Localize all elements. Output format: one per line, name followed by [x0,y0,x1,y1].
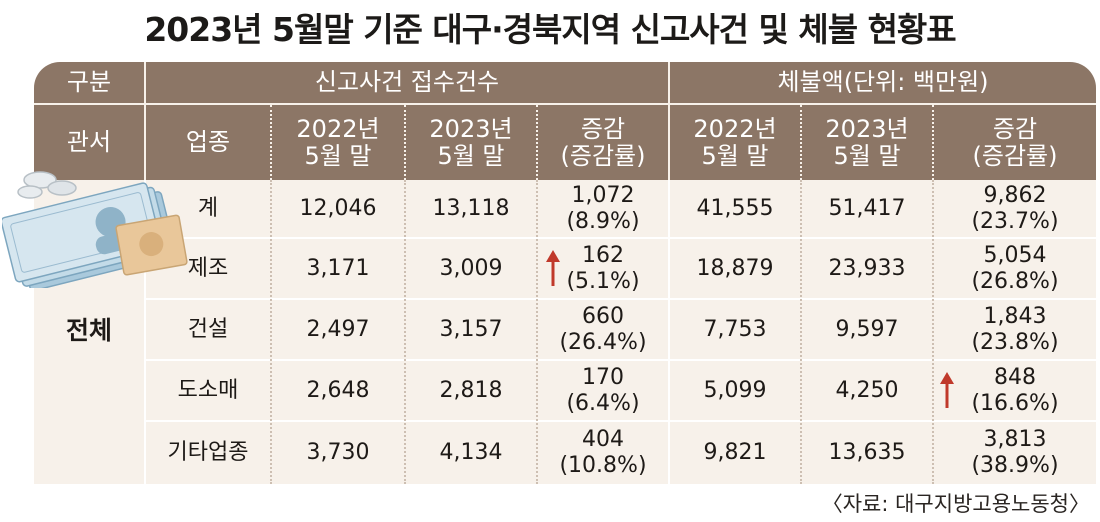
source-note: 〈자료: 대구지방고용노동청〉 [821,492,1090,516]
row-construction-industry: 건설 [187,316,229,342]
page-title: 2023년 5월말 기준 대구·경북지역 신고사건 및 체불 현황표 [144,10,956,49]
header-divider-dotted [800,105,802,180]
header-divider-dotted [404,105,406,180]
header-divider-v [144,62,146,180]
header-group-label: 구분 [66,68,112,96]
status-table: 구분 신고사건 접수건수 체불액(단위: 백만원) 관서 업종 2022년 5월… [34,62,1096,484]
row-total-cases-2022: 12,046 [299,195,377,221]
row-retail-amount-2022: 5,099 [703,377,767,403]
row-manufacturing-amount-2022: 18,879 [696,255,774,281]
header-amount-group: 체불액(단위: 백만원) [777,68,989,96]
row-other-cases-2022: 3,730 [306,440,370,465]
row-construction-cases-2023: 3,157 [439,316,503,342]
header-cases-group: 신고사건 접수건수 [314,68,500,96]
header-divider-dotted [270,105,272,180]
row-divider [144,359,1096,361]
header-cases-change: 증감 (증감률) [560,114,646,170]
row-other-amount-2022: 9,821 [703,440,767,465]
money-illustration [2,171,188,288]
header-cases-2022: 2022년 5월 말 [296,114,380,170]
row-manufacturing-amount-change: 5,054 (26.8%) [971,242,1059,294]
row-other-amount-2023: 13,635 [828,440,906,465]
row-manufacturing-cases-2023: 3,009 [439,255,503,281]
row-retail-cases-change: 170 (6.4%) [566,364,640,416]
arrow-up-icon [940,372,954,408]
header-amount-change: 증감 (증감률) [972,114,1058,170]
table-header [34,62,1096,180]
row-other-amount-change: 3,813 (38.9%) [971,427,1059,478]
header-office-label: 관서 [66,128,112,156]
row-retail-amount-2023: 4,250 [835,377,899,403]
column-divider [404,180,406,484]
row-retail-industry: 도소매 [177,377,239,403]
header-divider-v [668,62,670,180]
row-divider [144,298,1096,300]
column-divider [536,180,538,484]
header-amount-2022: 2022년 5월 말 [693,114,777,170]
row-manufacturing-amount-2023: 23,933 [828,255,906,281]
header-cases-2023: 2023년 5월 말 [429,114,513,170]
header-industry-label: 업종 [185,128,231,156]
row-construction-cases-change: 660 (26.4%) [559,303,647,355]
column-divider [800,180,802,484]
row-other-cases-2023: 4,134 [439,440,503,465]
row-retail-cases-2023: 2,818 [439,377,503,403]
row-manufacturing-cases-change: 162 (5.1%) [566,242,640,294]
arrow-up-icon [546,250,560,286]
header-divider-dotted [932,105,934,180]
region-label: 전체 [65,315,112,345]
column-divider [144,180,146,484]
row-other-cases-change: 404 (10.8%) [559,427,647,478]
row-construction-cases-2022: 2,497 [306,316,370,342]
row-construction-amount-2023: 9,597 [835,316,899,342]
column-divider [932,180,934,484]
column-divider [668,180,670,484]
row-total-amount-2023: 51,417 [828,195,906,221]
row-construction-amount-2022: 7,753 [703,316,767,342]
header-amount-2023: 2023년 5월 말 [825,114,909,170]
row-manufacturing-industry: 제조 [187,255,229,281]
row-total-cases-change: 1,072 (8.9%) [566,182,640,234]
row-other-industry: 기타업종 [167,440,249,465]
header-divider-dotted [536,105,538,180]
column-divider [270,180,272,484]
row-total-cases-2023: 13,118 [432,195,510,221]
row-retail-cases-2022: 2,648 [306,377,370,403]
header-divider [34,103,1096,105]
row-manufacturing-cases-2022: 3,171 [306,255,370,281]
row-divider [144,237,1096,239]
row-total-industry: 계 [197,195,219,221]
row-divider [144,420,1096,422]
row-total-amount-change: 9,862 (23.7%) [971,182,1059,234]
row-construction-amount-change: 1,843 (23.8%) [971,303,1059,355]
row-retail-amount-change: 848 (16.6%) [971,364,1059,416]
row-total-amount-2022: 41,555 [696,195,774,221]
